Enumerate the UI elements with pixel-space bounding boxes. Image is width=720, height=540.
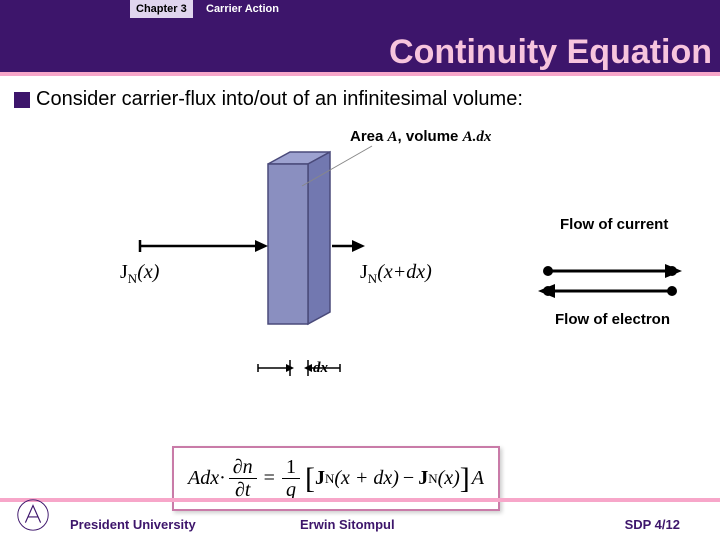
arrow-jn-left bbox=[140, 240, 268, 252]
eq-bracket-close: ] bbox=[460, 462, 470, 496]
eq-sub1: N bbox=[325, 471, 334, 487]
arrow-jn-right bbox=[332, 240, 365, 252]
eq-Adx: Adx bbox=[188, 467, 219, 490]
logo-icon bbox=[14, 496, 52, 534]
eq-arg2: (x) bbox=[438, 467, 460, 490]
area-label: Area A, volume A.dx bbox=[350, 128, 491, 146]
jn-J: J bbox=[120, 261, 128, 283]
eq-sub2: N bbox=[428, 471, 437, 487]
eq-1: 1 bbox=[282, 456, 300, 479]
eq-minus: − bbox=[403, 467, 414, 490]
eq-bracket-open: [ bbox=[305, 462, 315, 496]
eq-dot: · bbox=[219, 467, 226, 490]
footer-center: Erwin Sitompul bbox=[300, 517, 395, 532]
volume-prefix: , volume bbox=[398, 128, 463, 145]
diagram: Area A, volume A.dx JN(x) JN(x+dx) Flow … bbox=[0, 116, 720, 396]
diagram-svg bbox=[0, 116, 720, 396]
topic-label: Carrier Action bbox=[200, 0, 285, 18]
eq-frac-dn-dt: ∂n ∂t bbox=[229, 456, 257, 501]
eq-J1: J bbox=[315, 467, 325, 490]
bullet-text: Consider carrier-flux into/out of an inf… bbox=[36, 88, 523, 111]
jn-J: J bbox=[360, 261, 368, 283]
chapter-label: Chapter 3 bbox=[130, 0, 193, 18]
jn-arg: (x) bbox=[137, 261, 159, 283]
bullet-marker bbox=[14, 92, 30, 108]
jn-left-label: JN(x) bbox=[120, 261, 159, 287]
slab bbox=[268, 152, 330, 324]
jn-sub: N bbox=[128, 271, 137, 286]
bullet-item: Consider carrier-flux into/out of an inf… bbox=[14, 88, 706, 111]
jn-arg: (x+dx) bbox=[377, 261, 432, 283]
header: Chapter 3 Carrier Action Continuity Equa… bbox=[0, 0, 720, 72]
eq-trailA: A bbox=[472, 467, 484, 490]
page-title: Continuity Equation bbox=[389, 33, 712, 72]
flow-current-arrow bbox=[543, 264, 682, 278]
eq-frac-1-q: 1 q bbox=[282, 456, 300, 501]
eq-eq: = bbox=[264, 467, 275, 490]
area-prefix: Area bbox=[350, 128, 388, 145]
footer: President University Erwin Sitompul SDP … bbox=[0, 498, 720, 540]
eq-arg1: (x + dx) bbox=[334, 467, 399, 490]
jn-right-label: JN(x+dx) bbox=[360, 261, 432, 287]
flow-electron-arrow bbox=[538, 284, 677, 298]
jn-sub: N bbox=[368, 271, 377, 286]
flow-electron-label: Flow of electron bbox=[555, 311, 670, 328]
accent-bar-bottom bbox=[0, 498, 720, 502]
dx-label: dx bbox=[313, 360, 328, 377]
footer-left: President University bbox=[70, 517, 196, 532]
volume-expr: A.dx bbox=[463, 129, 492, 145]
content-area: Consider carrier-flux into/out of an inf… bbox=[0, 76, 720, 119]
flow-current-label: Flow of current bbox=[560, 216, 668, 233]
area-var: A bbox=[388, 129, 398, 145]
eq-J2: J bbox=[418, 467, 428, 490]
eq-dn: ∂n bbox=[229, 456, 257, 479]
footer-right: SDP 4/12 bbox=[625, 517, 680, 532]
